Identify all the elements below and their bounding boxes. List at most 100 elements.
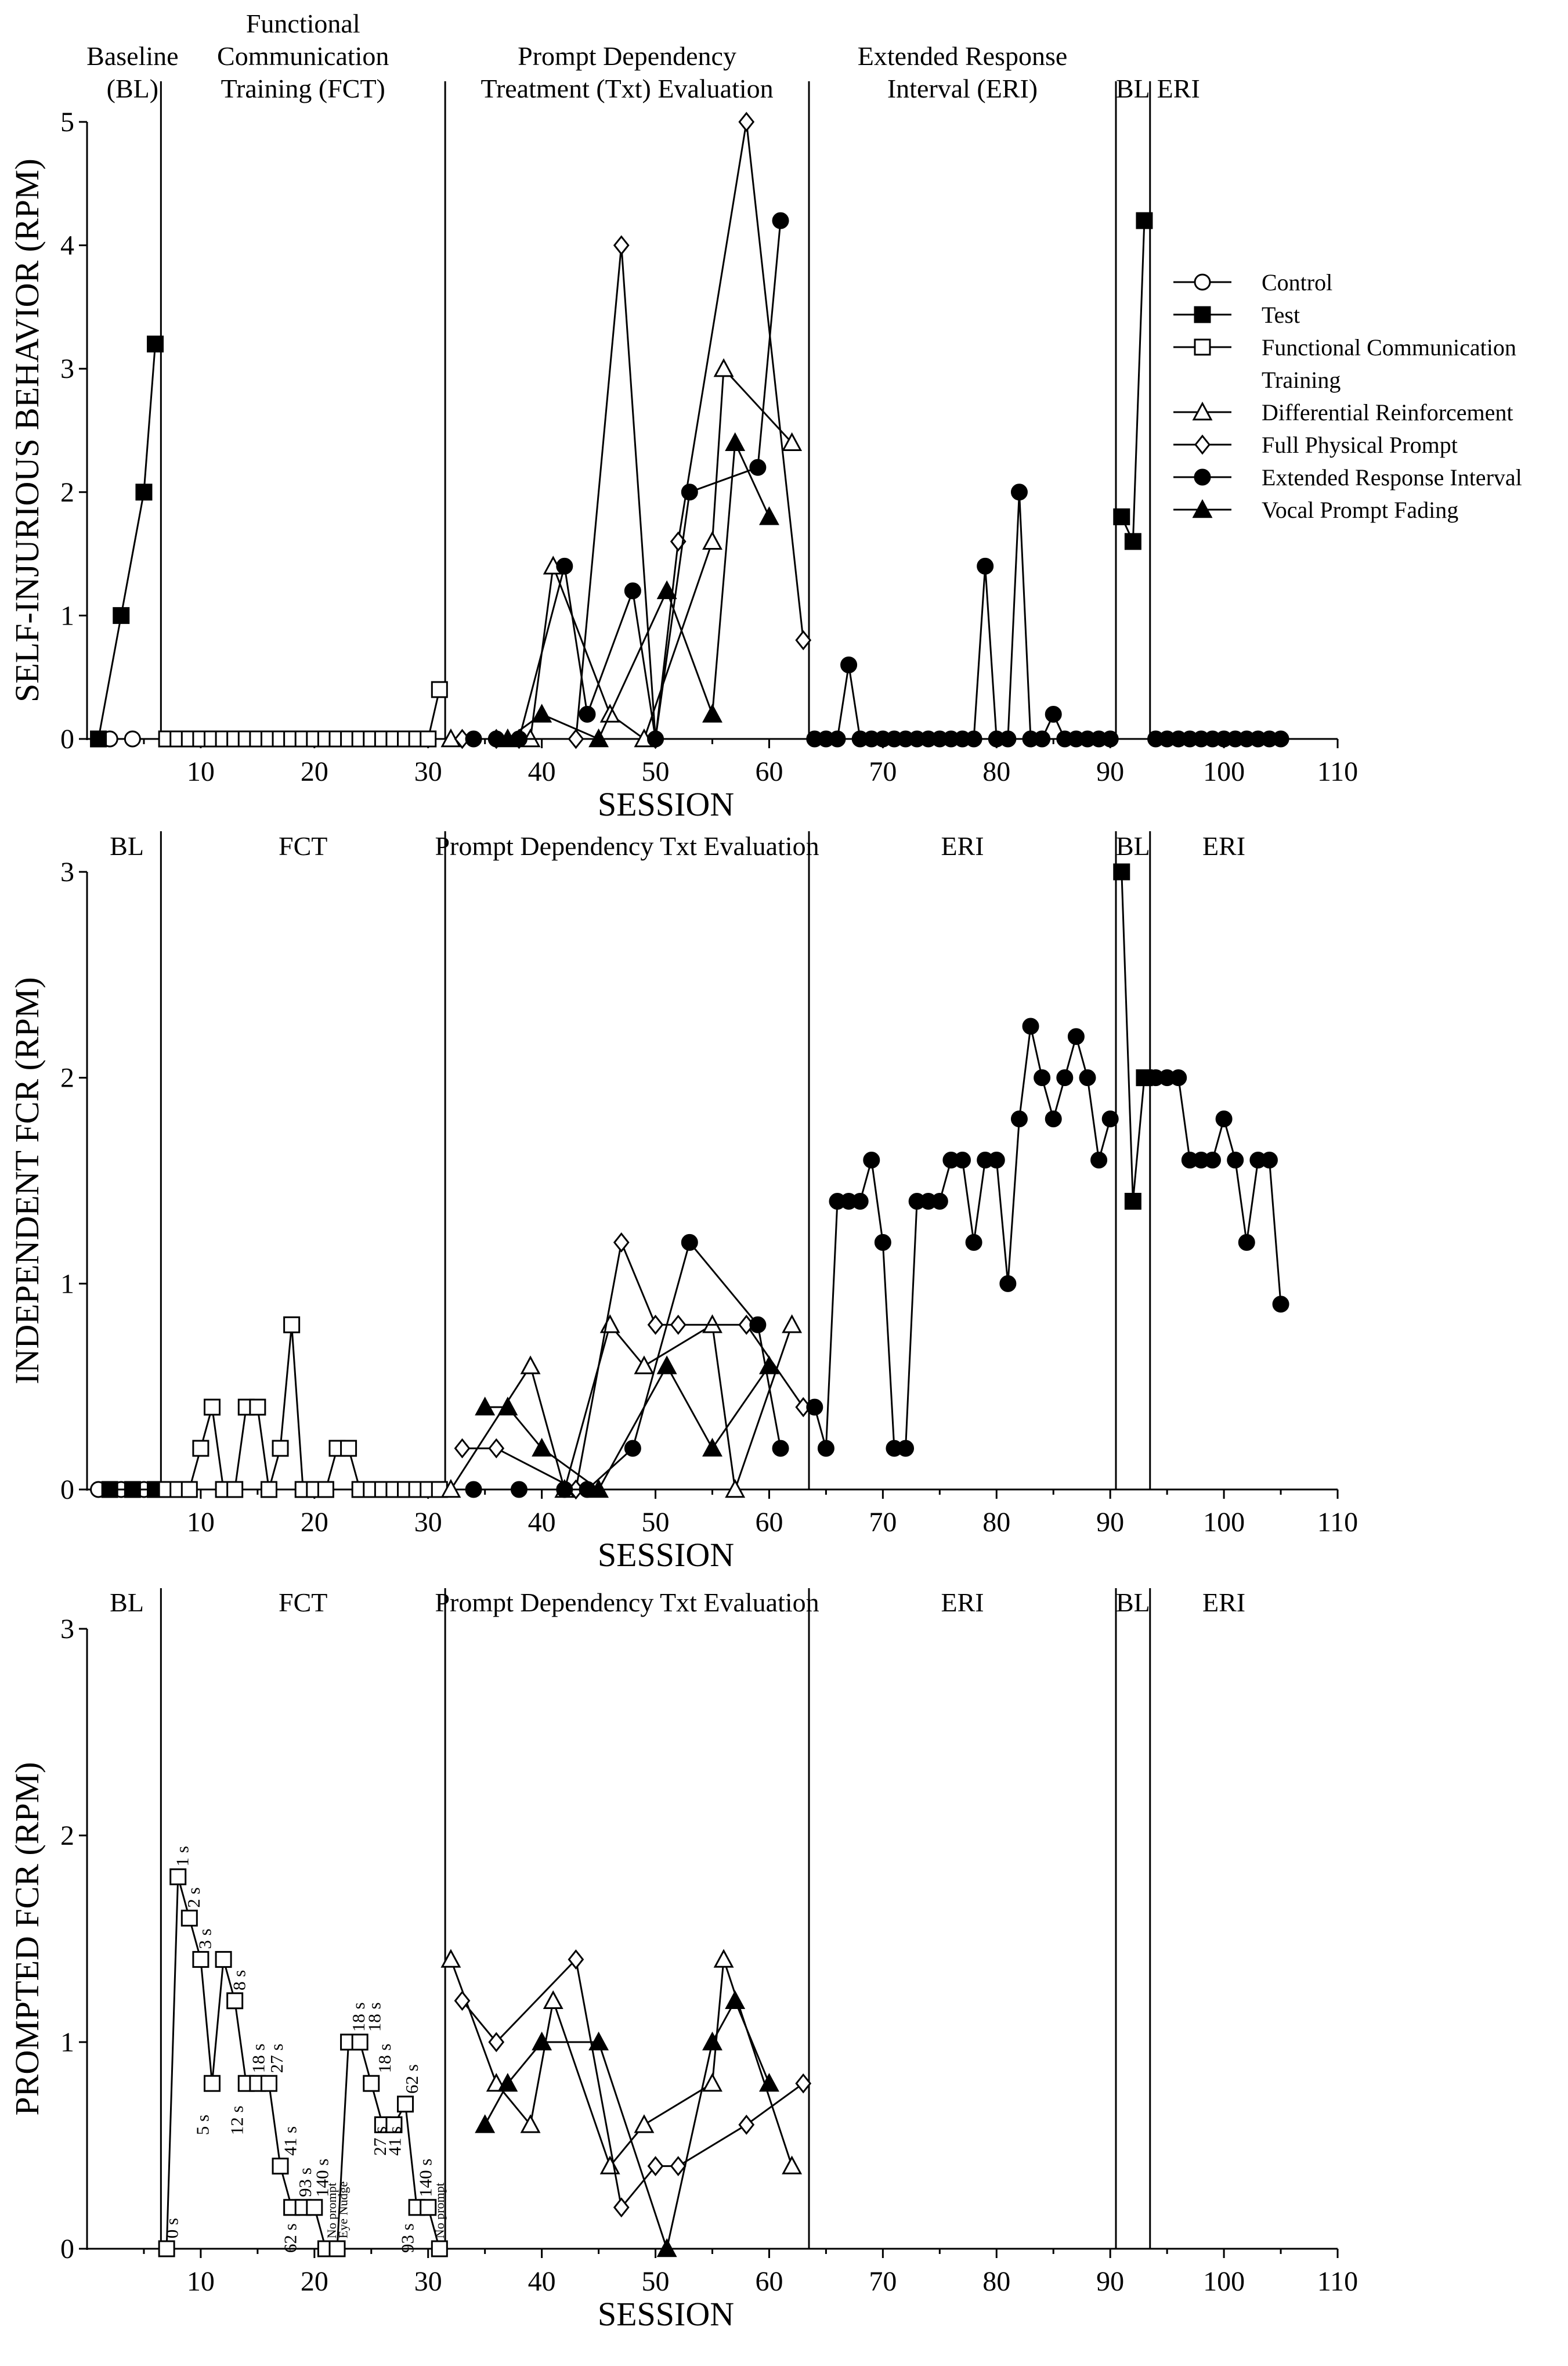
phase-label: Prompt Dependency Txt Evaluation <box>435 831 819 861</box>
phase-label: BL <box>1116 1588 1150 1617</box>
data-point-eri <box>965 1234 982 1251</box>
x-tick-label: 100 <box>1203 2266 1245 2297</box>
x-tick-label: 30 <box>414 2266 442 2297</box>
legend-label: Differential Reinforcement <box>1262 399 1513 425</box>
y-tick-label: 0 <box>60 724 74 755</box>
phase-label: Communication <box>217 41 389 71</box>
phase-label: BL <box>1116 74 1150 103</box>
data-point-eri <box>1034 1069 1051 1087</box>
data-point-dr <box>634 2114 655 2133</box>
legend-label: Training <box>1262 367 1341 393</box>
data-point-dr <box>520 1355 541 1375</box>
x-tick-label: 60 <box>755 2266 783 2297</box>
panel-prompted-fcr: 0 1 2 3 10 20 30 40 50 60 70 80 90 100 110 SESSION PROMP… <box>8 1588 1358 2333</box>
data-point-eri <box>1215 1110 1233 1128</box>
series-control <box>101 730 141 748</box>
x-tick-label: 110 <box>1317 756 1358 787</box>
annotation-label: 27 s <box>266 2044 287 2073</box>
data-point-dr <box>782 2155 803 2174</box>
data-point-dr <box>713 358 734 377</box>
legend-marker-fct <box>1194 338 1211 356</box>
data-point-test <box>90 730 107 748</box>
data-point-fct <box>431 681 448 698</box>
y-tick-label: 0 <box>60 1474 74 1505</box>
annotation-label: 3 s <box>195 1928 215 1949</box>
data-point-fct <box>272 1440 289 1457</box>
data-point-vpf <box>702 704 722 723</box>
annotation-label: 1 s <box>172 1846 192 1866</box>
series-fpp <box>454 111 812 749</box>
series-line <box>1121 871 1146 1202</box>
phase-label: Interval (ERI) <box>887 74 1038 103</box>
x-tick-label: 10 <box>187 2266 215 2297</box>
data-point-eri <box>1101 1110 1119 1128</box>
data-point-fpp <box>488 2032 505 2053</box>
series-dr <box>440 1949 803 2174</box>
data-point-eri <box>1260 1152 1278 1169</box>
y-tick-label: 1 <box>60 600 74 631</box>
data-point-fpp <box>647 2156 664 2176</box>
data-point-eri <box>1045 1110 1062 1128</box>
data-point-fct <box>260 2075 277 2092</box>
series-test <box>1113 863 1153 1210</box>
data-point-eri <box>874 1234 891 1251</box>
annotation-label: 18 s <box>248 2044 269 2073</box>
x-tick-label: 110 <box>1317 2266 1358 2297</box>
data-point-vpf <box>656 1355 677 1375</box>
data-point-vpf <box>497 728 518 748</box>
data-point-eri <box>1010 484 1028 501</box>
data-point-fct <box>272 2158 289 2175</box>
data-point-eri <box>840 656 858 673</box>
phase-label: Prompt Dependency Txt Evaluation <box>435 1588 819 1617</box>
data-point-eri <box>1045 705 1062 723</box>
data-point-fpp <box>795 2073 812 2094</box>
phase-label: ERI <box>1202 1588 1245 1617</box>
series-eri <box>806 484 1119 748</box>
data-point-eri <box>556 557 573 575</box>
annotation-label: 93 s <box>295 2167 315 2197</box>
data-point-fct <box>351 2033 368 2051</box>
data-point-dr <box>702 2073 722 2092</box>
x-tick-label: 100 <box>1203 756 1245 787</box>
data-point-control <box>124 730 141 748</box>
x-tick-label: 60 <box>755 756 783 787</box>
annotation-label: 62 s <box>402 2064 422 2094</box>
data-point-eri <box>1101 730 1119 748</box>
data-point-eri <box>999 1275 1017 1292</box>
x-axis-title: SESSION <box>598 785 734 823</box>
data-point-fct <box>215 1951 232 1968</box>
data-point-fct <box>363 2075 380 2092</box>
phase-label: ERI <box>1202 831 1245 861</box>
data-point-fpp <box>454 1990 471 2011</box>
y-tick-label: 2 <box>60 477 74 508</box>
legend-label: Vocal Prompt Fading <box>1262 497 1458 523</box>
data-point-eri <box>1170 1069 1187 1087</box>
legend-item-eri: Extended Response Interval <box>1173 464 1522 490</box>
data-point-fpp <box>613 235 630 255</box>
data-point-fct <box>328 2240 346 2257</box>
data-point-dr <box>713 1949 734 1968</box>
x-tick-label: 70 <box>869 2266 897 2297</box>
data-point-vpf <box>532 2031 552 2051</box>
phase-label: Training (FCT) <box>221 74 385 103</box>
data-point-dr <box>440 1478 461 1498</box>
annotation-label: 18 s <box>364 2002 384 2032</box>
data-point-test <box>1124 533 1141 550</box>
phase-label: ERI <box>1157 74 1200 103</box>
x-tick-label: 30 <box>414 1507 442 1538</box>
series-fct <box>158 1316 448 1498</box>
data-point-vpf <box>758 2073 779 2092</box>
series-test <box>101 1481 164 1498</box>
data-point-fct <box>431 2240 448 2257</box>
y-tick-label: 3 <box>60 1614 74 1644</box>
series-vpf <box>475 1990 779 2257</box>
x-tick-label: 90 <box>1096 2266 1124 2297</box>
data-point-eri <box>556 1481 573 1498</box>
y-tick-label: 1 <box>60 2027 74 2058</box>
annotation-label: 18 s <box>374 2044 395 2073</box>
data-point-eri <box>1238 1234 1255 1251</box>
data-point-fct <box>204 2075 221 2092</box>
series-eri <box>1147 730 1289 748</box>
x-axis-title: SESSION <box>598 1536 734 1574</box>
annotation-label: 41 s <box>280 2126 300 2156</box>
